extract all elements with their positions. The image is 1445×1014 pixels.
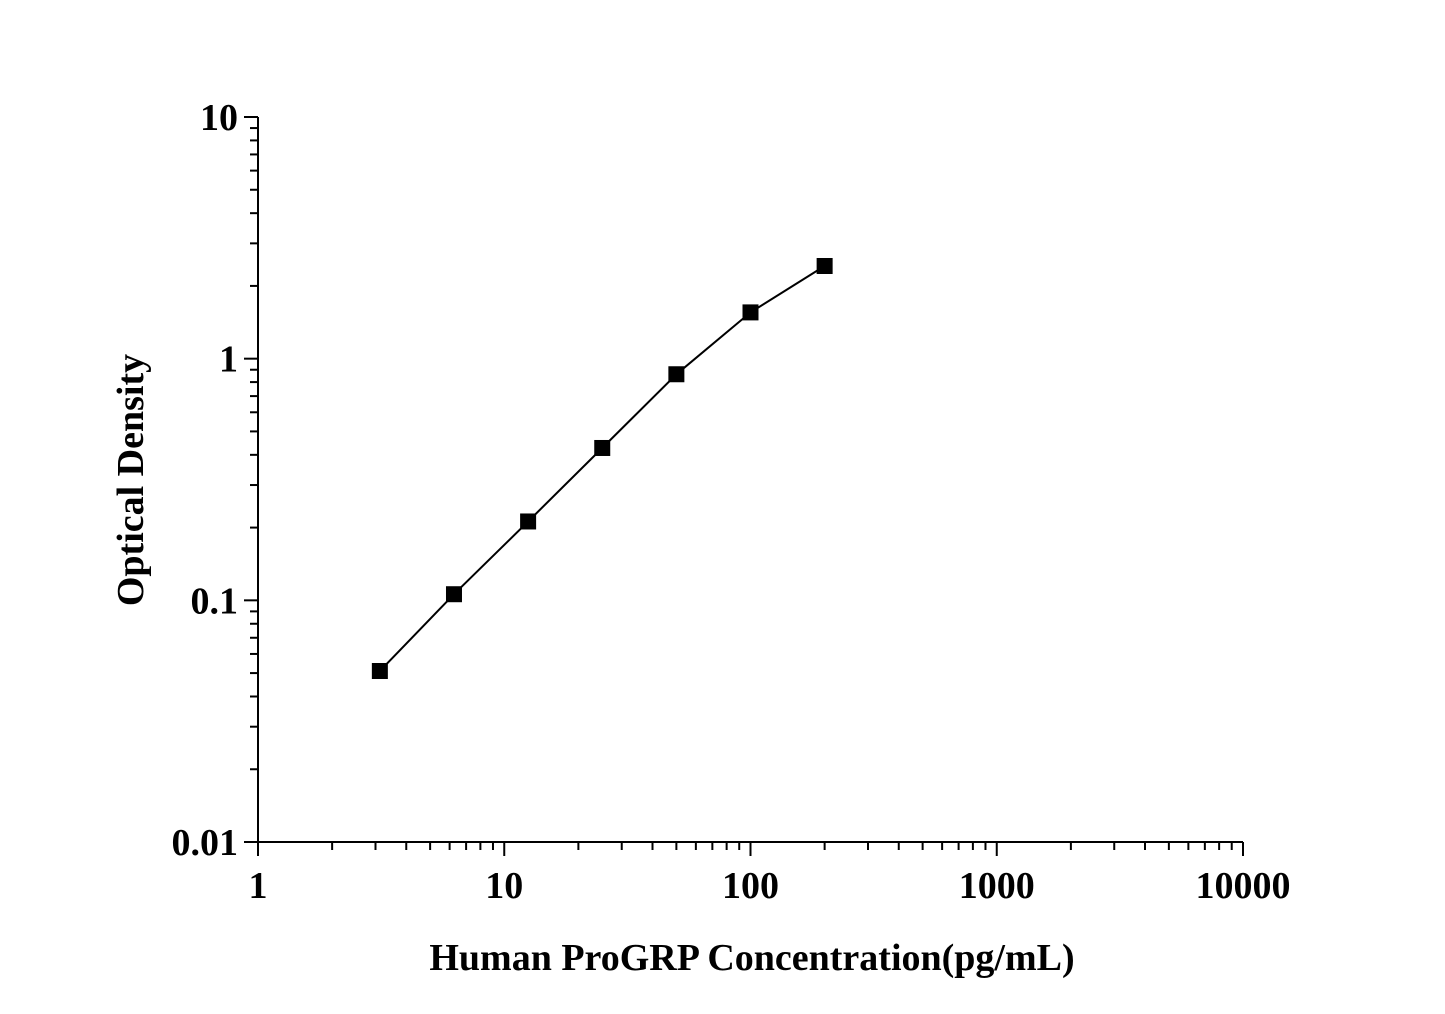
y-tick-label: 10 <box>200 97 238 139</box>
data-point-marker <box>520 513 537 530</box>
data-point-marker <box>742 304 759 321</box>
data-series <box>371 257 833 680</box>
y-tick-label: 1 <box>219 339 238 381</box>
y-tick-label: 0.1 <box>191 580 239 622</box>
tick-labels: 1 10 100 1000 10000 0.01 0.1 1 10 <box>172 97 1291 907</box>
x-tick-label: 100 <box>722 865 779 907</box>
data-point-marker <box>445 586 462 603</box>
x-axis-title: Human ProGRP Concentration(pg/mL) <box>429 937 1074 979</box>
x-tick-label: 10000 <box>1196 865 1291 907</box>
axis-ticks <box>244 116 1244 856</box>
x-tick-label: 1000 <box>959 865 1035 907</box>
series-line <box>379 265 826 672</box>
axes <box>257 117 1243 843</box>
x-tick-label: 10 <box>485 865 523 907</box>
data-point-marker <box>594 439 611 456</box>
y-tick-label: 0.01 <box>172 822 239 864</box>
data-point-marker <box>371 663 388 680</box>
y-axis-title: Optical Density <box>110 354 152 606</box>
data-point-marker <box>668 366 685 383</box>
data-point-marker <box>816 257 833 274</box>
x-tick-label: 1 <box>249 865 268 907</box>
